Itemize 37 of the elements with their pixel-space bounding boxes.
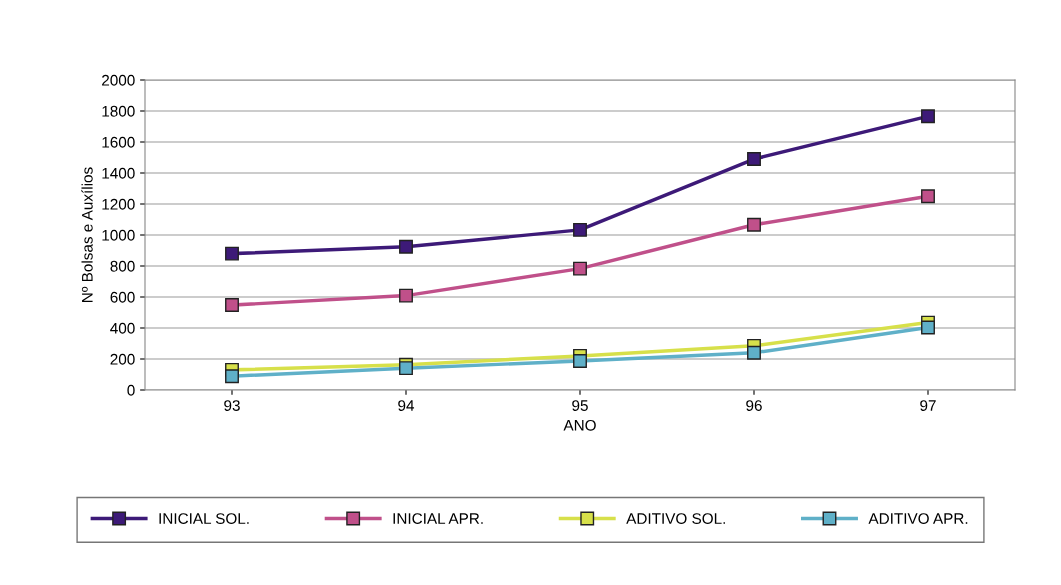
y-tick-label: 1400 xyxy=(102,167,135,179)
point xyxy=(399,239,413,254)
y-tick-label: 1600 xyxy=(102,136,135,148)
x-tick-label: 96 xyxy=(746,400,762,411)
point xyxy=(225,246,239,261)
y-tick-label: 200 xyxy=(110,353,135,365)
y-tick-label: 2000 xyxy=(102,74,135,86)
y-tick-label: 400 xyxy=(110,322,135,334)
point xyxy=(399,361,413,376)
y-tick-label: 1000 xyxy=(102,229,135,241)
point xyxy=(747,217,761,232)
legend-label: INICIAL SOL. xyxy=(159,513,249,524)
point xyxy=(225,369,239,384)
legend-label: ADITIVO APR. xyxy=(868,513,968,524)
point xyxy=(225,298,239,313)
point xyxy=(747,152,761,166)
y-axis-title: Nº Bolsas e Auxílios xyxy=(81,167,93,302)
x-axis-title: ANO xyxy=(563,419,596,431)
point xyxy=(573,222,587,237)
point xyxy=(573,354,587,368)
x-tick-label: 97 xyxy=(920,400,936,411)
x-tick-label: 94 xyxy=(398,400,415,411)
legend-label: ADITIVO SOL. xyxy=(626,513,725,524)
y-tick-label: 600 xyxy=(110,291,135,303)
x-tick-label: 95 xyxy=(572,400,588,411)
x-tick-label: 93 xyxy=(224,400,240,411)
point xyxy=(747,345,761,360)
y-tick-label: 0 xyxy=(127,384,135,396)
y-tick-label: 1200 xyxy=(102,198,135,210)
point xyxy=(573,261,587,276)
point xyxy=(921,320,935,335)
y-tick-label: 800 xyxy=(110,260,135,272)
point xyxy=(921,109,935,124)
y-tick-label: 1800 xyxy=(102,105,135,117)
legend-label: INICIAL APR. xyxy=(393,513,483,524)
point xyxy=(921,189,935,204)
point xyxy=(399,288,413,303)
